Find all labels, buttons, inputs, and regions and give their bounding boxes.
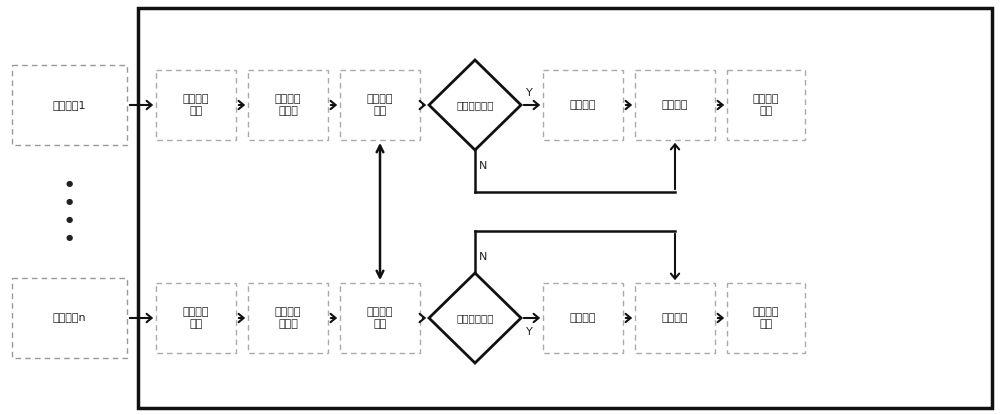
- Text: 求取对极
曲线: 求取对极 曲线: [367, 94, 393, 116]
- Text: 全景视频n: 全景视频n: [53, 313, 86, 323]
- Text: 协同权値: 协同权値: [570, 100, 596, 110]
- Text: 传统视颉1: 传统视颉1: [53, 100, 86, 110]
- Text: 协同开关开启: 协同开关开启: [456, 313, 494, 323]
- Text: 协同开关开启: 协同开关开启: [456, 100, 494, 110]
- Bar: [138, 8, 992, 408]
- Polygon shape: [429, 60, 521, 150]
- Text: 估计目标
状态: 估计目标 状态: [753, 307, 779, 329]
- Text: Y: Y: [526, 327, 532, 337]
- Text: 协同权値: 协同权値: [570, 313, 596, 323]
- Text: 更新权値: 更新权値: [662, 100, 688, 110]
- Text: 目标状态
预估计: 目标状态 预估计: [275, 307, 301, 329]
- Text: ●: ●: [66, 179, 73, 188]
- Bar: [727, 70, 805, 140]
- Text: 估计目标
状态: 估计目标 状态: [753, 94, 779, 116]
- Text: 更新权値: 更新权値: [662, 313, 688, 323]
- Text: N: N: [479, 161, 487, 171]
- Polygon shape: [429, 273, 521, 363]
- Text: 目标状态
预估计: 目标状态 预估计: [275, 94, 301, 116]
- Bar: [543, 70, 623, 140]
- Bar: [12, 278, 127, 358]
- Bar: [12, 65, 127, 145]
- Text: 求取对极
曲线: 求取对极 曲线: [367, 307, 393, 329]
- Text: ●: ●: [66, 215, 73, 224]
- Text: ●: ●: [66, 197, 73, 206]
- Bar: [727, 283, 805, 353]
- Bar: [248, 70, 328, 140]
- Bar: [156, 70, 236, 140]
- Bar: [156, 283, 236, 353]
- Bar: [635, 283, 715, 353]
- Text: 目标特征
提取: 目标特征 提取: [183, 94, 209, 116]
- Text: 目标特征
提取: 目标特征 提取: [183, 307, 209, 329]
- Text: Y: Y: [526, 88, 532, 98]
- Text: N: N: [479, 252, 487, 262]
- Bar: [340, 70, 420, 140]
- Bar: [635, 70, 715, 140]
- Bar: [340, 283, 420, 353]
- Bar: [248, 283, 328, 353]
- Bar: [543, 283, 623, 353]
- Text: ●: ●: [66, 233, 73, 242]
